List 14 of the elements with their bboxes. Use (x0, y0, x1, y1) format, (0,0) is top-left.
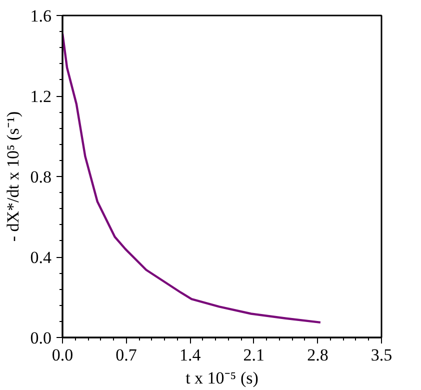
y-tick-label: 1.2 (30, 87, 52, 106)
y-tick-label: 0.4 (30, 248, 52, 267)
y-tick-label: 0.0 (30, 328, 52, 348)
x-tick-label: 1.4 (179, 346, 202, 364)
x-tick-label: 3.5 (370, 346, 392, 364)
x-tick-label: 0.7 (116, 346, 138, 364)
y-tick-label: 1.6 (30, 6, 52, 26)
y-tick-label: 0.8 (30, 168, 52, 186)
line-series (62, 32, 322, 324)
x-tick-label: 2.1 (243, 346, 265, 364)
y-axis-title: - dX*/dt x 10⁵ (s⁻¹) (3, 111, 22, 242)
x-tick-label: 2.8 (307, 346, 328, 364)
x-tick-label: 0.0 (52, 346, 74, 364)
x-axis-title: t x 10⁻⁵ (s) (186, 368, 258, 388)
